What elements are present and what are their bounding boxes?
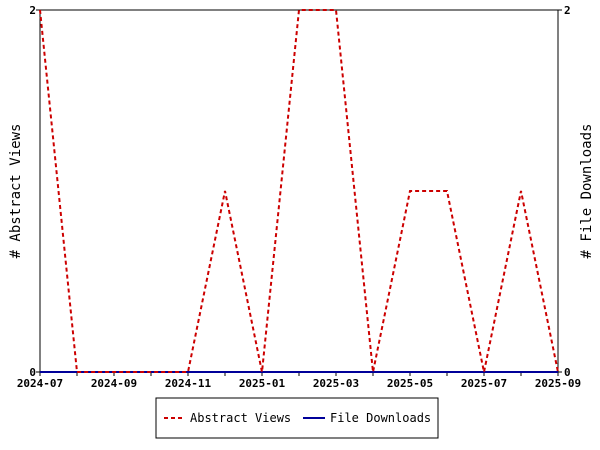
legend-downloads-label: File Downloads [330,411,431,425]
x-tick-label: 2025-07 [461,377,507,390]
series-line-abstract-views [39,9,559,373]
y-right-tick-label: 2 [564,4,571,17]
x-tick-label: 2025-03 [313,377,359,390]
y-left-tick-label: 0 [29,366,36,379]
x-tick-label: 2024-11 [165,377,212,390]
plot-area: 2024-07 2024-09 2024-11 2025-01 2025-03 2025-… [8,4,595,390]
x-tick-label: 2025-05 [387,377,433,390]
x-tick-label: 2024-09 [91,377,137,390]
x-tick-label: 2025-01 [239,377,286,390]
plot-frame [39,9,559,373]
y-right-axis-title: # File Downloads [579,124,595,259]
legend: Abstract Views File Downloads [155,397,439,439]
y-right-tick-label: 0 [564,366,571,379]
x-tick-label: 2024-07 [17,377,63,390]
y-left-tick-label: 2 [29,4,36,17]
legend-box [155,397,439,439]
legend-views-label: Abstract Views [190,411,291,425]
y-left-axis-title: # Abstract Views [8,124,24,259]
x-tick-label: 2025-09 [535,377,581,390]
